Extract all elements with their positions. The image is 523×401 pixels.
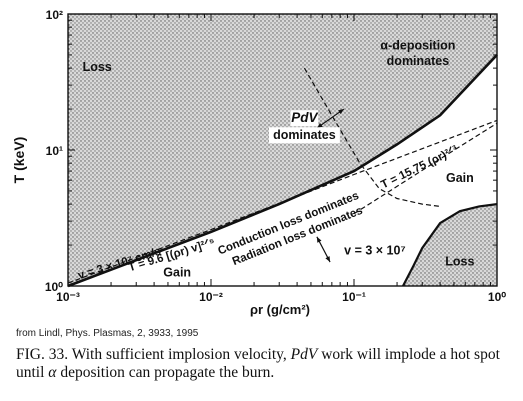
region-label: Gain bbox=[163, 266, 191, 280]
region-label: α-deposition bbox=[380, 38, 455, 52]
label-backdrop bbox=[269, 127, 340, 144]
region-label: Loss bbox=[83, 60, 112, 74]
loss-region-upper bbox=[68, 14, 497, 286]
x-tick-label: 10⁰ bbox=[488, 290, 506, 304]
figure-caption: FIG. 33. With sufficient implosion veloc… bbox=[16, 346, 516, 382]
loss-region-lower bbox=[403, 204, 497, 286]
axis-ticks: 10⁻³ 10⁻² 10⁻¹ 10⁰ 10⁰ 10¹ 10² bbox=[45, 8, 506, 304]
x-axis-label: ρr (g/cm²) bbox=[250, 302, 310, 317]
curve-v-3-10- bbox=[402, 203, 498, 287]
caption-alpha: α bbox=[48, 364, 57, 381]
label-backdrop bbox=[290, 110, 319, 127]
curve--deposition-dominates bbox=[303, 67, 441, 207]
y-tick-label: 10⁰ bbox=[45, 280, 63, 294]
caption-pdv: PdV bbox=[290, 346, 318, 363]
region-label: PdV bbox=[291, 110, 318, 125]
source-citation: from Lindl, Phys. Plasmas, 2, 3933, 1995 bbox=[16, 328, 199, 339]
curve-t-9-6-r-v-2-5 bbox=[67, 119, 498, 284]
x-tick-label: 10⁻³ bbox=[56, 290, 80, 304]
x-tick-label: 10⁻¹ bbox=[342, 290, 366, 304]
caption-prefix: FIG. 33. With sufficient implosion veloc… bbox=[16, 346, 291, 363]
conduction-radiation-arrow-head bbox=[325, 256, 331, 263]
conduction-radiation-arrow-tail bbox=[316, 236, 322, 243]
caption-middle: work will implode a hot spot until bbox=[16, 346, 500, 381]
chart-arrows bbox=[316, 108, 345, 263]
y-tick-label: 10¹ bbox=[46, 144, 63, 158]
curve-v-3-10-cm-s bbox=[67, 54, 498, 288]
region-label: dominates bbox=[387, 54, 450, 68]
curve-t-15-75-r-2-3 bbox=[353, 122, 498, 215]
region-label: dominates bbox=[273, 128, 336, 142]
y-tick-label: 10² bbox=[46, 8, 63, 22]
shaded-regions bbox=[68, 14, 497, 286]
pdv-alpha-arrow-head bbox=[338, 109, 344, 115]
pdv-alpha-arrow-tail bbox=[316, 122, 323, 129]
caption-suffix: deposition can propagate the burn. bbox=[56, 364, 275, 381]
region-label: v = 3 × 10⁷ bbox=[344, 244, 405, 258]
chart-curves bbox=[67, 54, 498, 288]
y-axis-label: T (keV) bbox=[11, 137, 27, 184]
x-tick-label: 10⁻² bbox=[199, 290, 223, 304]
region-label: Gain bbox=[446, 171, 474, 185]
region-label: Loss bbox=[445, 254, 474, 268]
